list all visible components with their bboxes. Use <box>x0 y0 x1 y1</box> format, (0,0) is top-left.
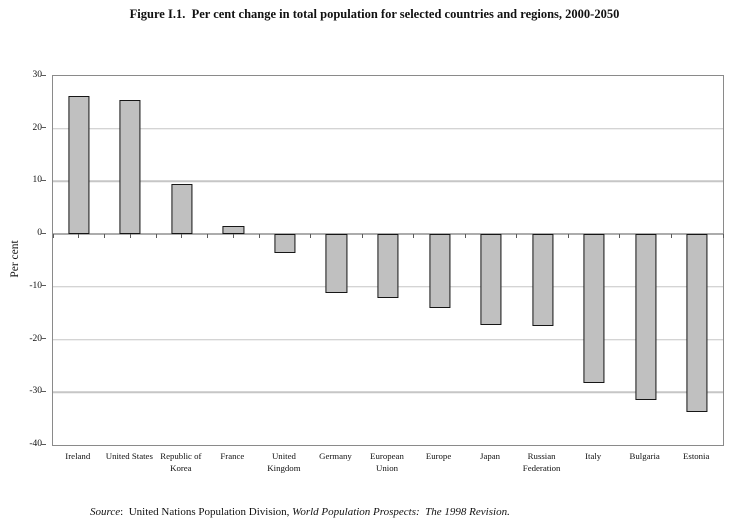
x-label-line: Federation <box>522 462 561 473</box>
bar-bulgaria <box>635 234 657 400</box>
x-label-germany: Germany <box>319 451 352 463</box>
gridline--30 <box>53 391 723 394</box>
y-tick-mark-30 <box>41 74 46 76</box>
y-tick-label--20: -20 <box>29 333 42 344</box>
x-label-european-union: European Union <box>370 451 404 474</box>
x-label-line: Kingdom <box>267 462 301 473</box>
x-tick-mark <box>310 234 312 239</box>
x-label-line: European <box>370 451 404 461</box>
source-label: Source <box>90 506 121 518</box>
x-label-line: United <box>271 451 296 461</box>
x-label-ireland: Ireland <box>65 451 90 463</box>
bar-france <box>222 226 244 235</box>
y-tick-label-20: 20 <box>32 122 43 133</box>
bar-russian-federation <box>532 234 554 327</box>
x-label-line: Japan <box>480 451 501 461</box>
x-tick-mark <box>722 234 724 239</box>
source-citation: World Population Prospects: The 1998 Rev… <box>292 506 510 518</box>
x-tick-mark <box>413 234 415 239</box>
x-tick-mark <box>181 234 183 239</box>
source-note: Source: United Nations Population Divisi… <box>90 506 510 518</box>
plot-area <box>52 75 724 446</box>
bar-germany <box>325 234 348 293</box>
bar-italy <box>583 234 605 384</box>
gridline-10 <box>53 180 723 183</box>
x-label-line: Union <box>376 462 398 473</box>
x-tick-mark <box>361 234 363 239</box>
x-tick-mark <box>104 234 106 239</box>
x-label-line: Korea <box>170 462 192 473</box>
x-tick-mark <box>516 234 518 239</box>
y-tick-label--10: -10 <box>29 280 42 291</box>
x-label-republic-of-korea: Republic of Korea <box>160 451 201 474</box>
y-tick-label--40: -40 <box>29 439 42 449</box>
y-tick-mark-10 <box>41 179 46 181</box>
bar-republic-of-korea <box>171 184 193 235</box>
x-tick-mark <box>464 234 466 239</box>
x-label-line: Ireland <box>65 451 91 461</box>
x-tick-mark <box>52 234 54 239</box>
y-tick-mark-20 <box>41 127 46 129</box>
source-text: : United Nations Population Division, <box>120 506 293 518</box>
x-label-estonia: Estonia <box>683 451 709 463</box>
y-tick-label-0: 0 <box>37 228 42 239</box>
x-label-line: Estonia <box>683 451 710 461</box>
y-tick-label-30: 30 <box>32 70 43 80</box>
x-tick-mark <box>670 234 672 239</box>
x-label-france: France <box>220 451 244 463</box>
x-tick-mark <box>207 234 209 239</box>
x-label-italy: Italy <box>585 451 601 463</box>
x-tick-mark <box>155 234 157 239</box>
y-tick-mark--40 <box>41 443 46 445</box>
x-tick-mark <box>567 234 569 239</box>
figure-title: Figure I.1. Per cent change in total pop… <box>129 7 620 21</box>
x-axis-labels: Ireland United States Republic of Korea Fran… <box>52 451 722 485</box>
bar-united-kingdom <box>274 234 296 254</box>
x-label-line: Europe <box>425 451 452 461</box>
y-tick-label--30: -30 <box>29 386 42 397</box>
x-tick-mark <box>129 234 131 239</box>
x-label-japan: Japan <box>480 451 500 463</box>
bar-united-states <box>119 100 141 235</box>
y-tick-mark--20 <box>41 338 46 340</box>
x-tick-mark <box>619 234 621 239</box>
x-tick-mark <box>232 234 234 239</box>
x-label-line: France <box>220 451 245 461</box>
y-tick-mark--10 <box>41 285 46 287</box>
x-label-line: Bulgaria <box>629 451 660 461</box>
y-tick-mark-0 <box>41 232 46 234</box>
x-label-line: Republic of <box>160 451 202 461</box>
x-label-europe: Europe <box>426 451 451 463</box>
x-label-line: Germany <box>319 451 352 461</box>
x-label-line: Italy <box>585 451 602 461</box>
x-tick-mark <box>78 234 80 239</box>
x-label-united-states: United States <box>106 451 153 463</box>
x-label-russian-federation: Russian Federation <box>523 451 561 474</box>
x-label-line: United States <box>105 451 153 461</box>
y-tick-mark--30 <box>41 390 46 392</box>
y-axis-tick-labels: 30 20 10 0 -10 -20 -30 -40 <box>0 70 46 449</box>
y-tick-label-10: 10 <box>32 175 43 186</box>
bar-japan <box>480 234 502 326</box>
x-tick-mark <box>258 234 260 239</box>
x-label-line: Russian <box>527 451 556 461</box>
gridline--20 <box>53 338 723 341</box>
bar-europe <box>428 234 451 309</box>
bar-ireland <box>68 95 90 235</box>
bar-estonia <box>686 234 708 413</box>
x-label-united-kingdom: United Kingdom <box>267 451 300 474</box>
gridline-20 <box>53 127 723 130</box>
bar-european-union <box>377 234 399 298</box>
x-label-bulgaria: Bulgaria <box>630 451 660 463</box>
